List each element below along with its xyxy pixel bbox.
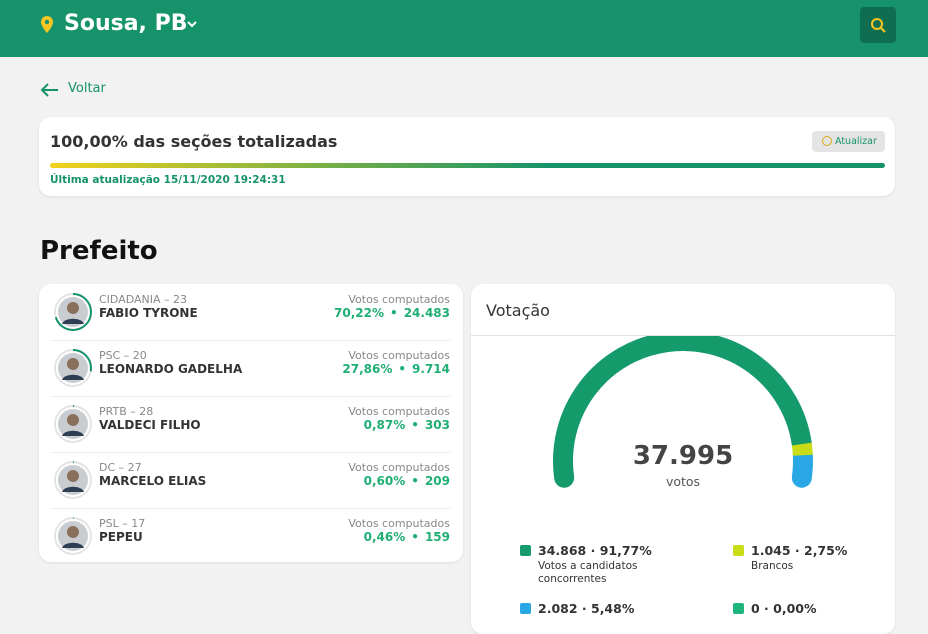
separator: • xyxy=(411,418,419,432)
candidate-name: PEPEU xyxy=(99,530,143,544)
back-link[interactable]: Voltar xyxy=(68,81,106,96)
legend-swatch xyxy=(733,603,744,614)
avatar-head xyxy=(67,526,79,538)
row-divider xyxy=(51,452,451,453)
total-label: votos xyxy=(665,474,701,489)
status-card: 100,00% das seções totalizadas Atualizar… xyxy=(39,117,895,196)
legend-label: Brancos xyxy=(751,560,794,572)
avatar-body xyxy=(62,318,84,324)
section-title: Prefeito xyxy=(40,236,158,266)
votes: 24.483 xyxy=(403,306,450,320)
row-divider xyxy=(51,508,451,509)
candidate-name: LEONARDO GADELHA xyxy=(99,362,243,376)
candidates-card: CIDADANIA – 23 FABIO TYRONE Votos computad… xyxy=(39,284,463,562)
refresh-label[interactable]: Atualizar xyxy=(835,136,877,147)
votes: 303 xyxy=(424,418,450,432)
back-arrow[interactable] xyxy=(39,82,61,98)
result: 0,46% • 159 xyxy=(364,530,450,544)
result: 0,60% • 209 xyxy=(364,474,450,488)
chevron[interactable] xyxy=(186,19,198,29)
votes-label: Votos computados xyxy=(348,349,450,362)
votes-label: Votos computados xyxy=(348,517,450,530)
share: 0,60% xyxy=(363,474,406,488)
refresh-button[interactable]: Atualizar xyxy=(812,131,885,152)
party: PRTB – 28 xyxy=(99,405,154,418)
legend-swatch xyxy=(520,545,531,556)
avatar xyxy=(54,349,92,387)
gauge xyxy=(552,336,813,488)
avatar-body xyxy=(62,486,84,492)
avatar-body xyxy=(62,430,84,436)
votes-label: Votos computados xyxy=(348,405,450,418)
avatar xyxy=(54,461,92,499)
share: 27,86% xyxy=(342,362,393,376)
candidate-name: MARCELO ELIAS xyxy=(99,474,207,488)
result: 70,22% • 24.483 xyxy=(334,306,450,320)
avatar-ring xyxy=(54,293,92,331)
gauge-segment xyxy=(791,442,813,456)
header: Sousa, PB xyxy=(0,0,928,57)
party: CIDADANIA – 23 xyxy=(99,293,188,306)
party: PSC – 20 xyxy=(99,349,147,362)
legend-value: 1.045 · 2,75% xyxy=(751,543,848,558)
gauge-segment xyxy=(552,336,812,488)
legend-value: 2.082 · 5,48% xyxy=(538,601,635,616)
separator: • xyxy=(411,474,419,488)
legend-value: 34.868 · 91,77% xyxy=(538,543,652,558)
search-icon xyxy=(871,18,886,33)
votes-card: Votação 37.995 votos 34.868 · 91,77% Voto… xyxy=(471,284,895,634)
avatar xyxy=(54,293,92,331)
progress-track xyxy=(50,163,885,168)
votes-title: Votação xyxy=(486,301,550,320)
avatar-body xyxy=(62,374,84,380)
avatar-head xyxy=(67,358,79,370)
votes: 159 xyxy=(424,530,450,544)
separator: • xyxy=(390,306,398,320)
avatar xyxy=(54,405,92,443)
avatar-ring xyxy=(54,349,92,387)
avatar-body xyxy=(62,542,84,548)
row-divider xyxy=(51,396,451,397)
progress-bar xyxy=(50,163,885,168)
avatar-ring xyxy=(54,405,92,443)
share: 0,87% xyxy=(363,418,406,432)
avatar-head xyxy=(67,302,79,314)
city-name[interactable]: Sousa, PB xyxy=(64,11,188,36)
last-update: Última atualização 15/11/2020 19:24:31 xyxy=(50,174,286,186)
legend-swatch xyxy=(733,545,744,556)
result: 27,86% • 9.714 xyxy=(342,362,450,376)
gauge-segment xyxy=(791,445,813,488)
votes-label: Votos computados xyxy=(348,293,450,306)
pin-icon xyxy=(41,16,53,33)
legend-label: Votos a candidatos concorrentes xyxy=(538,560,638,585)
search-button[interactable] xyxy=(860,7,896,43)
result: 0,87% • 303 xyxy=(364,418,450,432)
share: 70,22% xyxy=(334,306,385,320)
votes-label: Votos computados xyxy=(348,461,450,474)
separator: • xyxy=(398,362,407,376)
total-votes: 37.995 xyxy=(632,441,734,471)
separator: • xyxy=(411,530,419,544)
avatar-head xyxy=(67,414,79,426)
avatar-ring xyxy=(54,517,92,555)
party: DC – 27 xyxy=(99,461,142,474)
status-title: 100,00% das seções totalizadas xyxy=(50,132,338,151)
votes: 209 xyxy=(424,474,450,488)
avatar-ring xyxy=(54,461,92,499)
legend-value: 0 · 0,00% xyxy=(751,601,817,616)
party: PSL – 17 xyxy=(99,517,146,530)
share: 0,46% xyxy=(363,530,406,544)
avatar xyxy=(54,517,92,555)
candidate-name: FABIO TYRONE xyxy=(99,306,198,320)
avatar-head xyxy=(67,470,79,482)
votes: 9.714 xyxy=(412,362,450,376)
legend-swatch xyxy=(520,603,531,614)
row-divider xyxy=(51,340,451,341)
candidate-name: VALDECI FILHO xyxy=(99,418,201,432)
